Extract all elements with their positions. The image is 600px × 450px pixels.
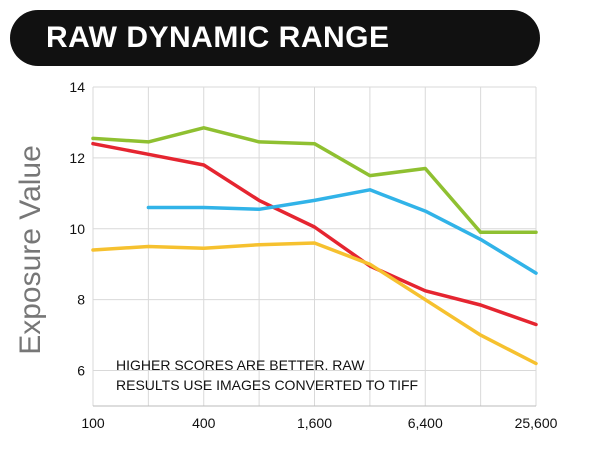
series-line-2 bbox=[91, 141, 538, 327]
series-line-4 bbox=[91, 241, 538, 366]
series-group bbox=[91, 126, 538, 366]
x-tick-label: 100 bbox=[81, 415, 105, 431]
x-tick-label: 400 bbox=[192, 415, 216, 431]
series-line-1 bbox=[91, 126, 538, 235]
y-tick-label: 10 bbox=[69, 221, 85, 237]
chart-title-bar: RAW DYNAMIC RANGE bbox=[10, 10, 540, 66]
y-tick-labels: 6 8 10 12 14 bbox=[69, 79, 85, 379]
chart-title: RAW DYNAMIC RANGE bbox=[46, 21, 390, 54]
x-tick-label: 25,600 bbox=[515, 415, 558, 431]
x-tick-labels: 100 400 1,600 6,400 25,600 bbox=[81, 415, 557, 431]
series-line-3 bbox=[146, 188, 538, 275]
y-tick-label: 8 bbox=[77, 292, 85, 308]
y-tick-label: 6 bbox=[77, 363, 85, 379]
x-tick-label: 1,600 bbox=[297, 415, 332, 431]
x-tick-label: 6,400 bbox=[408, 415, 443, 431]
y-axis-label: Exposure Value bbox=[14, 145, 47, 355]
y-tick-label: 14 bbox=[69, 79, 85, 95]
y-tick-label: 12 bbox=[69, 150, 85, 166]
annotation-line-2: RESULTS USE IMAGES CONVERTED TO TIFF bbox=[116, 377, 418, 393]
annotation-line-1: HIGHER SCORES ARE BETTER. RAW bbox=[116, 357, 365, 373]
